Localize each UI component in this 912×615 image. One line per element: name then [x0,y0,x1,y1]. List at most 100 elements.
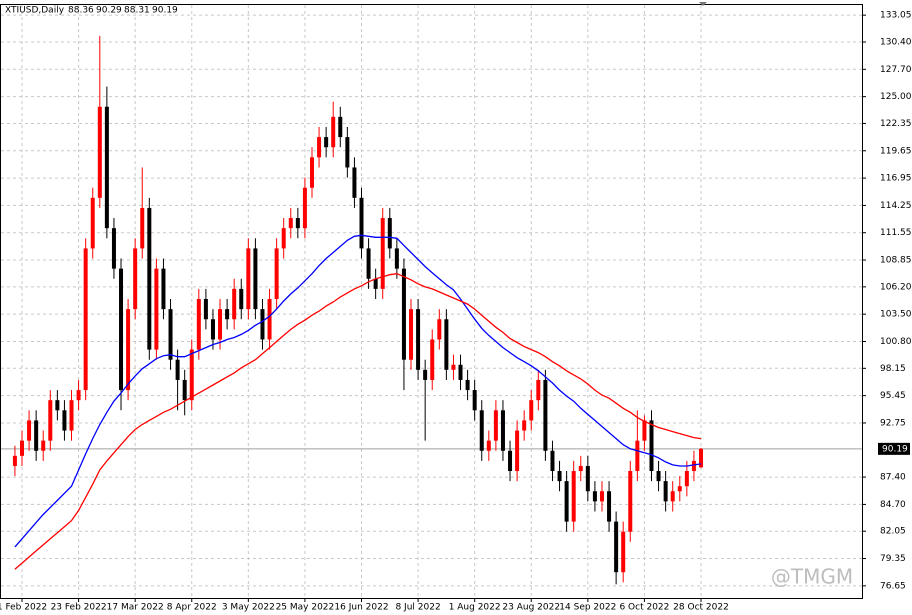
candle-body [571,471,576,522]
candle-body [345,137,350,168]
quote-high: 90.29 [96,6,122,16]
candle-body [550,450,555,472]
y-tick-label: 116.95 [880,174,912,184]
watermark: @TMGM [771,565,853,589]
candle-body [189,349,194,401]
candle-body [20,440,24,456]
chart-symbol: XTIUSD,Daily [5,6,65,16]
candle-body [232,288,237,320]
candle-body [161,268,166,310]
candle-body [83,248,88,391]
x-tick-label: 14 Sep 2022 [559,603,616,613]
y-tick-label: 79.35 [880,554,906,564]
candle-body [331,116,336,148]
moving-average [14,273,702,570]
candle-body [543,379,548,451]
candle-body [34,420,39,451]
quote-close: 90.19 [152,6,178,16]
candle-body [281,228,286,249]
candle-body [147,207,152,350]
candle-body [508,450,513,472]
y-tick-label: 92.75 [880,418,906,428]
candle-body [401,268,406,360]
shift-marker [699,2,707,6]
plot-frame [0,4,863,599]
candle-body [515,430,520,472]
x-tick-label: 1 Aug 2022 [449,603,501,613]
moving-average [14,234,702,548]
candle-body [69,400,74,431]
candle-body [27,420,32,441]
y-tick-label: 108.85 [880,256,912,266]
candle-body [585,465,590,492]
candle-body [12,455,17,466]
y-tick-label: 84.70 [880,500,906,510]
candle-body [642,420,647,441]
candle-body [529,400,534,421]
y-tick-label: 100.80 [880,337,912,347]
y-tick-label: 82.05 [880,527,906,537]
candle-body [55,400,60,411]
candle-body [210,319,215,340]
x-tick-label: 28 Oct 2022 [673,603,729,613]
candle-body [97,106,102,198]
candle-body [394,248,399,269]
candle-body [663,481,668,502]
candle-body [225,309,230,320]
y-tick-label: 114.25 [880,201,912,211]
candle-body [465,379,470,391]
candle-body [267,299,272,340]
candle-body [621,531,626,573]
candle-body [635,440,640,472]
candle-body [253,248,258,310]
candle-body [239,288,244,310]
marks [12,35,703,585]
candle-body [182,379,187,401]
candle-body [444,319,449,370]
candle-body [104,106,109,229]
x-tick-label: 25 May 2022 [276,603,335,613]
y-tick-label: 125.00 [880,92,912,102]
candle-body [373,278,378,289]
y-tick-label: 119.65 [880,146,912,156]
y-tick-label: 127.70 [880,65,912,75]
candle-body [203,299,208,320]
candle-body [536,379,541,401]
candle-body [309,157,314,188]
candle-body [48,400,53,441]
x-tick-label: 8 Apr 2022 [167,603,217,613]
candle-body [592,491,597,502]
candle-body [260,309,265,340]
candle-body [246,248,251,310]
quote-open: 88.36 [68,6,94,16]
candle-body [140,207,145,249]
x-tick-label: 16 Jun 2022 [334,603,388,613]
x-tick-label: 3 May 2022 [222,603,275,613]
candle-body [175,359,180,380]
y-tick-label: 133.05 [880,11,912,21]
candle-body [317,137,322,158]
candle-body [430,339,435,380]
candle-body [649,420,654,472]
candle-body [90,197,95,249]
y-tick-label: 98.15 [880,364,906,374]
candle-body [119,268,124,391]
candle-body [168,309,173,360]
x-tick-label: 23 Feb 2022 [51,603,107,613]
candle-body [684,471,689,487]
x-tick-label: 6 Oct 2022 [619,603,669,613]
candle-body [614,521,619,573]
candle-body [437,319,442,340]
candle-body [41,440,46,451]
candle-body [387,218,392,249]
y-tick-label: 103.50 [880,310,912,320]
x-tick-label: 17 Mar 2022 [107,603,164,613]
candle-body [366,248,371,279]
candle-body [423,369,428,380]
candle-body [218,309,223,340]
candle-body [607,491,612,522]
y-tick-label: 122.35 [880,119,912,129]
y-tick-label: 76.65 [880,581,906,591]
candle-body [451,364,456,370]
